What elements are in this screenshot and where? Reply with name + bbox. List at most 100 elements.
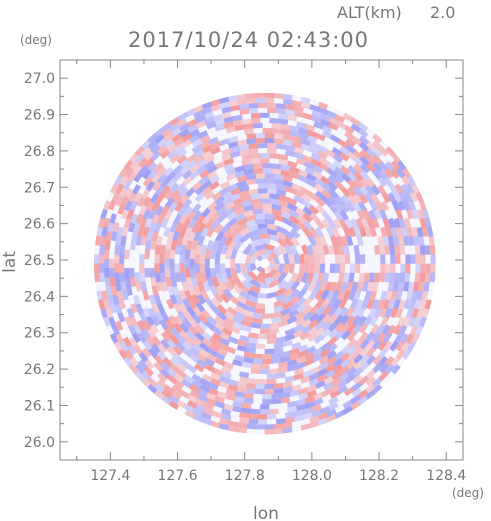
echo-cell: [124, 187, 134, 199]
echo-cell: [249, 285, 261, 294]
echo-cell: [331, 146, 343, 157]
echo-cell: [301, 324, 312, 335]
echo-cell: [223, 116, 234, 124]
echo-cell: [185, 187, 196, 198]
echo-cell: [209, 343, 220, 353]
echo-cell: [246, 133, 257, 140]
echo-cell: [328, 313, 339, 325]
echo-cell: [352, 374, 363, 385]
echo-cell: [232, 197, 244, 206]
echo-cell: [223, 121, 234, 129]
echo-cell: [161, 128, 172, 138]
x-unit-label: (deg): [452, 486, 484, 500]
echo-cell: [248, 413, 259, 420]
echo-cell: [384, 363, 395, 375]
echo-cell: [293, 194, 305, 204]
echo-cell: [118, 349, 128, 360]
echo-cell: [164, 132, 175, 143]
echo-cell: [218, 418, 230, 426]
echo-cell: [337, 385, 349, 395]
echo-cell: [96, 226, 103, 237]
echo-cell: [280, 350, 291, 358]
echo-cell: [389, 245, 396, 255]
echo-cell: [382, 218, 391, 229]
echo-cell: [194, 331, 205, 342]
echo-cell: [289, 166, 300, 174]
echo-cell: [190, 276, 199, 288]
echo-cell: [271, 203, 282, 211]
echo-cell: [425, 263, 431, 274]
echo-cell: [204, 160, 215, 170]
echo-cell: [208, 387, 219, 396]
echo-cell: [172, 345, 183, 356]
echo-cell: [371, 332, 381, 343]
echo-cell: [256, 254, 263, 262]
echo-cell: [166, 338, 177, 350]
echo-cell: [394, 272, 401, 283]
echo-cell: [353, 290, 362, 301]
echo-cell: [333, 166, 345, 177]
echo-cell: [220, 293, 231, 304]
echo-cell: [340, 202, 350, 213]
echo-cell: [169, 334, 180, 345]
echo-cell: [132, 184, 141, 195]
echo-cell: [143, 366, 154, 377]
echo-cell: [365, 177, 376, 188]
echo-cell: [129, 277, 137, 287]
echo-cell: [233, 276, 243, 288]
echo-cell: [186, 124, 198, 133]
echo-cell: [321, 305, 332, 317]
echo-cell: [409, 325, 419, 336]
echo-cell: [104, 249, 110, 260]
echo-cell: [189, 134, 200, 144]
echo-cell: [218, 235, 228, 247]
echo-cell: [352, 201, 362, 213]
echo-cell: [221, 371, 232, 380]
echo-cell: [318, 361, 330, 371]
echo-cell: [399, 272, 406, 283]
echo-cell: [147, 347, 158, 359]
echo-cell: [413, 316, 422, 328]
echo-cell: [338, 244, 345, 255]
echo-cell: [309, 212, 320, 223]
echo-cell: [247, 229, 259, 238]
echo-cell: [273, 428, 284, 435]
echo-cell: [303, 220, 314, 231]
echo-cell: [200, 309, 211, 320]
echo-cell: [184, 249, 191, 260]
echo-cell: [243, 397, 254, 404]
echo-cell: [262, 203, 273, 209]
echo-cell: [169, 249, 176, 260]
echo-cell: [169, 258, 175, 269]
echo-cell: [202, 281, 211, 292]
echo-cell: [185, 276, 193, 288]
echo-cell: [178, 226, 187, 238]
echo-cell: [232, 406, 243, 413]
echo-cell: [124, 267, 130, 278]
echo-cell: [342, 405, 353, 415]
echo-cell: [150, 144, 161, 155]
echo-cell: [187, 298, 197, 310]
echo-cell: [286, 197, 298, 206]
echo-cell: [365, 331, 375, 343]
echo-cell: [278, 361, 289, 369]
echo-cell: [108, 200, 117, 211]
echo-cell: [260, 404, 270, 410]
echo-cell: [156, 350, 167, 361]
echo-cell: [133, 222, 141, 233]
echo-cell: [220, 223, 231, 235]
echo-cell: [339, 209, 349, 221]
echo-cell: [236, 175, 248, 183]
echo-cell: [100, 235, 107, 246]
echo-cell: [145, 315, 155, 327]
echo-cell: [282, 134, 293, 141]
echo-cell: [255, 424, 265, 430]
echo-cell: [283, 236, 294, 247]
echo-cell: [221, 327, 233, 337]
echo-cell: [311, 244, 320, 255]
x-tick-label: 128.4: [426, 468, 466, 484]
echo-cell: [350, 394, 361, 405]
echo-cell: [403, 299, 412, 310]
echo-cell: [280, 313, 291, 322]
echo-cell: [107, 294, 115, 305]
